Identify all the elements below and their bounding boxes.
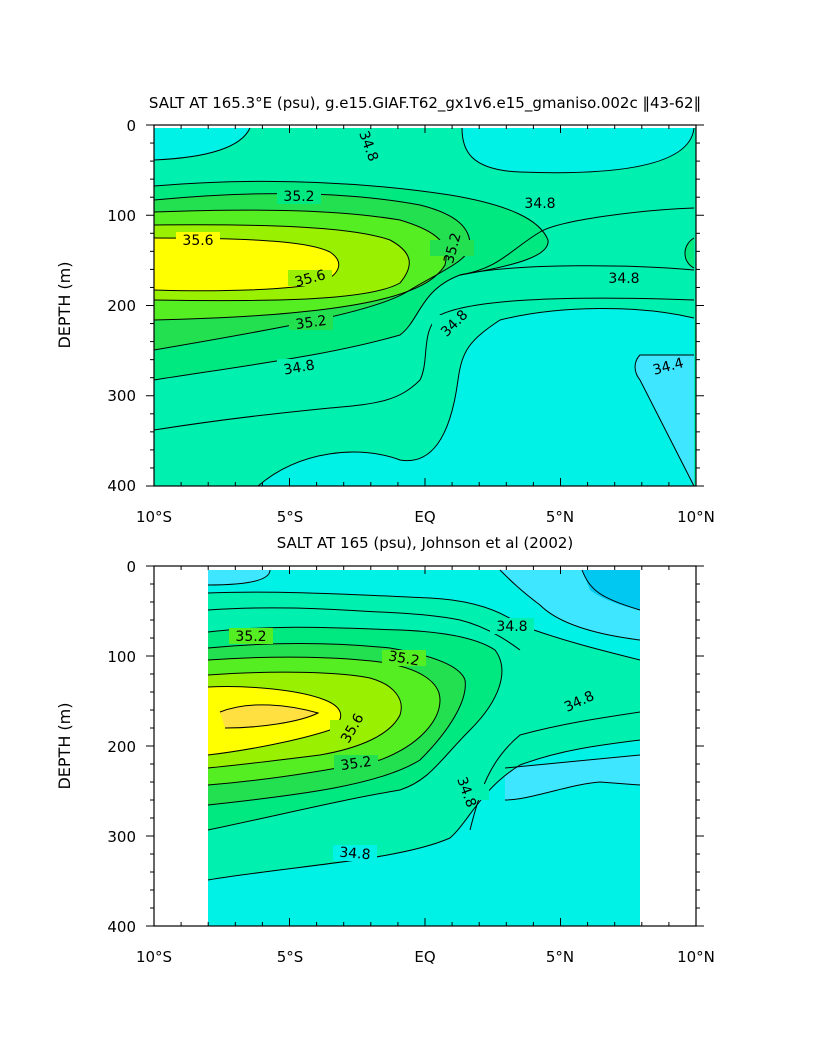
bottom-panel: SALT AT 165 (psu), Johnson et al (2002)	[55, 534, 715, 966]
contour-line	[207, 686, 342, 756]
fill-band-34.4	[462, 128, 694, 173]
x-tick-label: 10°N	[677, 948, 715, 966]
fill-band-34.2	[635, 355, 694, 486]
y-tick-label: 0	[126, 117, 136, 135]
contour-label: 35.2	[441, 231, 465, 265]
x-tick-label: 10°N	[677, 508, 715, 526]
contour-label: 34.8	[282, 357, 315, 378]
x-tick-label: 5°N	[546, 948, 574, 966]
x-tick-label: 5°S	[277, 948, 304, 966]
top-contour-labels: 34.8 35.2 34.8 35.6 35.2 35.6 34.8 35.2 …	[176, 129, 690, 379]
contour-line	[153, 265, 695, 381]
y-tick-label: 0	[126, 558, 136, 576]
contour-line	[207, 642, 466, 806]
contour-line	[504, 754, 641, 801]
contour-line	[581, 569, 641, 611]
contour-label: 35.2	[283, 189, 314, 205]
y-tick-label: 100	[107, 207, 136, 225]
contour-line	[207, 739, 641, 881]
x-tick-label: 10°S	[136, 948, 172, 966]
y-tick-label: 400	[107, 918, 136, 936]
x-tick-label: 5°N	[546, 508, 574, 526]
contour-line	[207, 569, 271, 586]
contour-line	[499, 569, 641, 641]
contour-label: 34.8	[524, 196, 555, 212]
contour-line	[257, 307, 695, 487]
fill-band-34.0	[582, 570, 640, 610]
fill-band-34.4	[258, 308, 694, 486]
contour-line	[207, 591, 641, 661]
y-tick-label: 300	[107, 828, 136, 846]
contour-label: 34.8	[339, 845, 371, 864]
y-tick-label: 300	[107, 387, 136, 405]
contour-line	[219, 704, 320, 729]
contour-line	[459, 207, 695, 276]
x-tick-label: 5°S	[277, 508, 304, 526]
top-title: SALT AT 165.3°E (psu), g.e15.GIAF.T62_gx…	[149, 94, 701, 113]
contour-line	[207, 671, 402, 769]
contour-line	[461, 127, 695, 174]
contour-line	[153, 224, 410, 302]
bottom-contour-labels: 35.2 34.8 35.2 35.6 34.8 35.2 34.8 34.8	[229, 618, 601, 863]
contour-line	[207, 626, 503, 831]
top-contour-lines	[153, 127, 695, 487]
bottom-axis-ticks	[146, 565, 704, 927]
contour-label: 35.2	[387, 648, 420, 669]
bottom-contour-lines	[207, 569, 641, 881]
contour-label: 35.2	[295, 313, 328, 333]
contour-line	[153, 180, 549, 276]
contour-line	[207, 656, 441, 786]
contour-line	[684, 237, 695, 269]
y-axis-title: DEPTH (m)	[55, 261, 74, 348]
contour-label: 35.6	[182, 233, 213, 249]
bottom-title: SALT AT 165 (psu), Johnson et al (2002)	[277, 534, 574, 552]
contour-line	[153, 127, 251, 161]
top-contour-fills	[154, 128, 696, 486]
contour-label: 34.8	[496, 619, 527, 635]
x-tick-label: 10°S	[136, 508, 172, 526]
contour-line	[207, 607, 521, 651]
x-tick-label: EQ	[414, 948, 435, 966]
x-tick-label: EQ	[414, 508, 435, 526]
y-tick-label: 200	[107, 738, 136, 756]
contour-label: 35.2	[235, 629, 266, 645]
y-tick-label: 200	[107, 297, 136, 315]
fill-band-35.8	[220, 704, 318, 728]
contour-line	[153, 237, 340, 292]
contour-line	[634, 354, 695, 487]
y-axis-title: DEPTH (m)	[55, 702, 74, 789]
y-tick-label: 400	[107, 477, 136, 495]
fill-band-34.2	[505, 755, 640, 800]
top-axis-ticks	[146, 124, 704, 487]
contour-label: 34.4	[651, 355, 685, 379]
fill-band-34.4	[154, 128, 250, 160]
contour-label: 34.8	[608, 271, 639, 287]
top-panel: SALT AT 165.3°E (psu), g.e15.GIAF.T62_gx…	[55, 94, 715, 526]
contour-label: 35.6	[293, 267, 327, 291]
bottom-contour-fills	[208, 570, 640, 926]
y-tick-label: 100	[107, 648, 136, 666]
contour-label: 35.2	[340, 754, 373, 774]
contour-line	[153, 297, 695, 431]
